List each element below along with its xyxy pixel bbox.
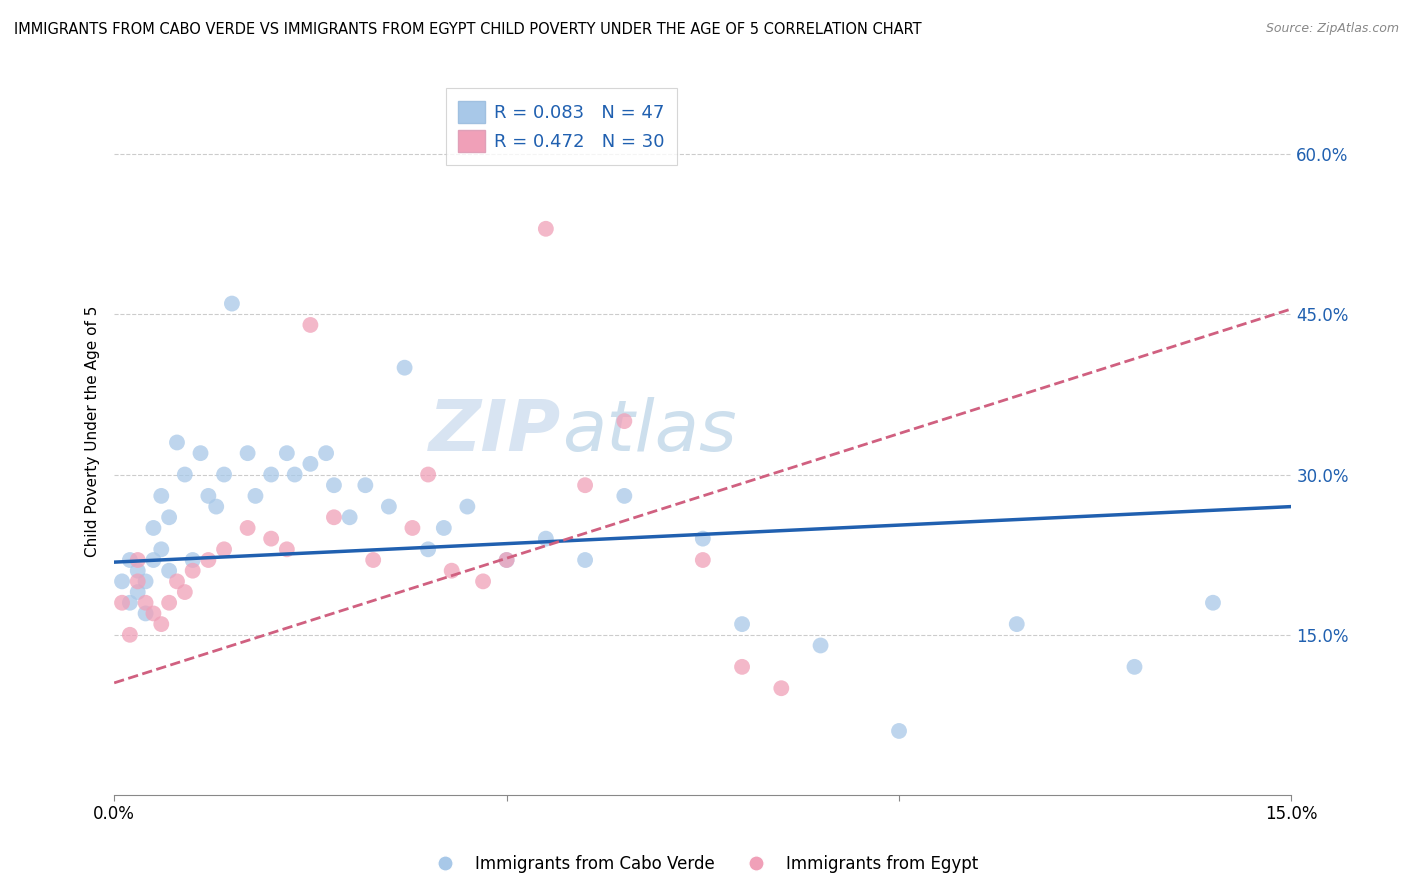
Point	[135, 596, 157, 610]
Point	[236, 521, 259, 535]
Point	[284, 467, 307, 482]
Text: ZIP: ZIP	[429, 397, 561, 467]
Point	[127, 564, 149, 578]
Point	[150, 617, 173, 632]
Point	[418, 467, 440, 482]
Point	[361, 553, 384, 567]
Point	[173, 585, 195, 599]
Text: IMMIGRANTS FROM CABO VERDE VS IMMIGRANTS FROM EGYPT CHILD POVERTY UNDER THE AGE : IMMIGRANTS FROM CABO VERDE VS IMMIGRANTS…	[14, 22, 922, 37]
Point	[157, 564, 180, 578]
Point	[118, 553, 141, 567]
Point	[339, 510, 361, 524]
Point	[197, 553, 219, 567]
Point	[150, 489, 173, 503]
Point	[127, 553, 149, 567]
Point	[495, 553, 517, 567]
Point	[534, 221, 557, 235]
Point	[135, 607, 157, 621]
Point	[150, 542, 173, 557]
Point	[166, 574, 188, 589]
Point	[221, 296, 243, 310]
Point	[236, 446, 259, 460]
Point	[418, 542, 440, 557]
Point	[887, 723, 910, 738]
Point	[731, 617, 754, 632]
Legend: R = 0.083   N = 47, R = 0.472   N = 30: R = 0.083 N = 47, R = 0.472 N = 30	[446, 88, 678, 165]
Point	[127, 574, 149, 589]
Point	[1123, 660, 1146, 674]
Point	[394, 360, 416, 375]
Point	[212, 467, 235, 482]
Point	[1202, 596, 1225, 610]
Point	[181, 553, 204, 567]
Point	[440, 564, 463, 578]
Point	[260, 532, 283, 546]
Point	[613, 489, 636, 503]
Point	[276, 446, 298, 460]
Point	[212, 542, 235, 557]
Point	[205, 500, 228, 514]
Point	[1005, 617, 1028, 632]
Point	[197, 489, 219, 503]
Point	[456, 500, 478, 514]
Point	[299, 318, 322, 332]
Point	[613, 414, 636, 428]
Point	[401, 521, 423, 535]
Point	[166, 435, 188, 450]
Point	[770, 681, 793, 696]
Point	[111, 574, 134, 589]
Point	[173, 467, 195, 482]
Point	[118, 628, 141, 642]
Point	[260, 467, 283, 482]
Point	[245, 489, 267, 503]
Point	[323, 510, 346, 524]
Text: atlas: atlas	[561, 397, 737, 467]
Point	[299, 457, 322, 471]
Point	[810, 639, 832, 653]
Point	[574, 553, 596, 567]
Legend: Immigrants from Cabo Verde, Immigrants from Egypt: Immigrants from Cabo Verde, Immigrants f…	[422, 848, 984, 880]
Point	[692, 532, 714, 546]
Point	[127, 585, 149, 599]
Point	[315, 446, 337, 460]
Point	[731, 660, 754, 674]
Point	[433, 521, 456, 535]
Point	[495, 553, 517, 567]
Point	[323, 478, 346, 492]
Point	[276, 542, 298, 557]
Point	[181, 564, 204, 578]
Point	[111, 596, 134, 610]
Point	[157, 596, 180, 610]
Point	[142, 607, 165, 621]
Point	[354, 478, 377, 492]
Point	[472, 574, 495, 589]
Point	[692, 553, 714, 567]
Y-axis label: Child Poverty Under the Age of 5: Child Poverty Under the Age of 5	[86, 306, 100, 558]
Text: Source: ZipAtlas.com: Source: ZipAtlas.com	[1265, 22, 1399, 36]
Point	[135, 574, 157, 589]
Point	[142, 553, 165, 567]
Point	[378, 500, 401, 514]
Point	[118, 596, 141, 610]
Point	[190, 446, 212, 460]
Point	[574, 478, 596, 492]
Point	[142, 521, 165, 535]
Point	[157, 510, 180, 524]
Point	[534, 532, 557, 546]
